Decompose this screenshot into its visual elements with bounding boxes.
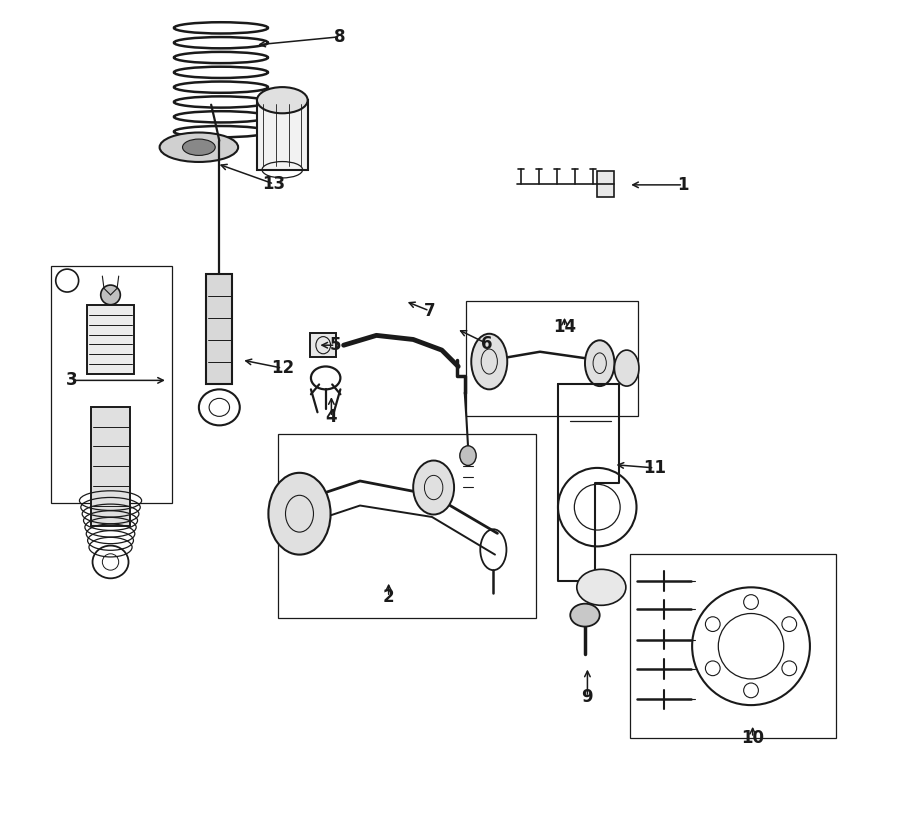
Bar [86, 305, 134, 375]
Bar [206, 274, 232, 384]
Text: 12: 12 [271, 359, 294, 377]
Bar [91, 407, 130, 526]
Ellipse shape [101, 285, 121, 305]
Ellipse shape [585, 340, 615, 386]
Bar [466, 301, 638, 416]
Ellipse shape [577, 569, 625, 605]
Text: 3: 3 [67, 371, 78, 389]
Ellipse shape [615, 350, 639, 386]
Text: 5: 5 [329, 336, 341, 354]
Ellipse shape [571, 604, 599, 627]
Ellipse shape [472, 334, 508, 389]
Text: 6: 6 [482, 335, 492, 353]
Bar [257, 101, 308, 170]
Ellipse shape [159, 133, 238, 162]
Ellipse shape [183, 139, 215, 155]
Text: 11: 11 [643, 459, 666, 477]
Text: 14: 14 [553, 318, 576, 336]
Ellipse shape [257, 88, 308, 113]
Text: 13: 13 [263, 175, 285, 193]
Text: 1: 1 [678, 176, 688, 194]
Text: 2: 2 [382, 588, 394, 606]
Bar [598, 171, 614, 197]
Bar [310, 333, 337, 357]
Text: 4: 4 [326, 408, 338, 426]
Ellipse shape [268, 473, 330, 555]
Ellipse shape [413, 461, 454, 515]
Text: 10: 10 [742, 729, 764, 747]
Bar [50, 266, 172, 503]
Bar [278, 434, 536, 618]
Ellipse shape [460, 446, 476, 465]
Bar [630, 554, 836, 738]
Text: 7: 7 [424, 302, 436, 320]
Text: 8: 8 [334, 28, 346, 46]
Text: 9: 9 [581, 688, 593, 706]
